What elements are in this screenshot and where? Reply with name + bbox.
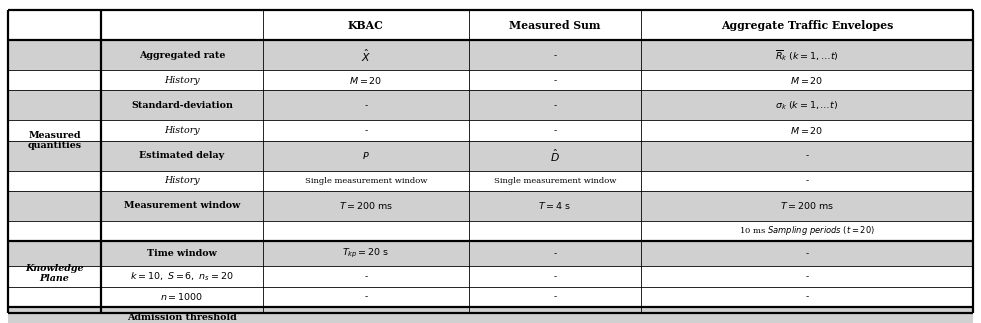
Bar — [8, 191, 973, 221]
Bar — [8, 241, 973, 266]
Bar — [8, 307, 973, 323]
Text: -: - — [553, 126, 556, 135]
Text: Standard-deviation: Standard-deviation — [131, 101, 232, 110]
Bar — [8, 141, 973, 171]
Bar — [8, 70, 973, 90]
Text: History: History — [164, 76, 200, 85]
Text: $\hat{D}$: $\hat{D}$ — [549, 147, 560, 164]
Text: Knowledge
Plane: Knowledge Plane — [26, 264, 83, 283]
Text: Estimated delay: Estimated delay — [139, 151, 225, 160]
Text: Measured Sum: Measured Sum — [509, 19, 600, 31]
Text: 10 ms $\mathit{Sampling\ periods}\ (t=20)$: 10 ms $\mathit{Sampling\ periods}\ (t=20… — [739, 224, 875, 237]
Text: History: History — [164, 126, 200, 135]
Text: Aggregate Traffic Envelopes: Aggregate Traffic Envelopes — [721, 19, 893, 31]
Text: History: History — [164, 176, 200, 185]
Text: $\overline{R}_k\ (k=1,\ldots t)$: $\overline{R}_k\ (k=1,\ldots t)$ — [775, 48, 839, 63]
Bar — [8, 120, 973, 141]
Text: -: - — [553, 101, 556, 110]
Text: -: - — [805, 249, 808, 258]
Text: -: - — [553, 272, 556, 281]
Text: -: - — [553, 249, 556, 258]
Text: -: - — [553, 51, 556, 60]
Bar — [8, 287, 973, 307]
Bar — [8, 266, 973, 287]
Text: Time window: Time window — [147, 249, 217, 258]
Text: -: - — [805, 272, 808, 281]
Text: $M = 20$: $M = 20$ — [791, 75, 823, 86]
Text: -: - — [805, 292, 808, 301]
Text: Measurement window: Measurement window — [124, 201, 240, 210]
Bar — [8, 221, 973, 241]
Text: -: - — [364, 101, 368, 110]
Text: KBAC: KBAC — [348, 19, 384, 31]
Text: $T = 200\ \mathrm{ms}$: $T = 200\ \mathrm{ms}$ — [338, 200, 393, 211]
Text: $n = 1000$: $n = 1000$ — [160, 291, 204, 302]
Text: $M = 20$: $M = 20$ — [349, 75, 383, 86]
Text: -: - — [805, 176, 808, 185]
Text: $T = 200\ \mathrm{ms}$: $T = 200\ \mathrm{ms}$ — [780, 200, 834, 211]
Text: $\sigma_k\ (k=1,\ldots t)$: $\sigma_k\ (k=1,\ldots t)$ — [775, 99, 839, 112]
Text: $M = 20$: $M = 20$ — [791, 125, 823, 136]
Text: -: - — [553, 76, 556, 85]
Text: -: - — [805, 151, 808, 160]
Text: Admission threshold: Admission threshold — [128, 313, 236, 321]
Text: $T = 4\ \mathrm{s}$: $T = 4\ \mathrm{s}$ — [539, 200, 571, 211]
Text: -: - — [364, 272, 368, 281]
Bar — [8, 40, 973, 70]
Text: -: - — [364, 126, 368, 135]
Text: -: - — [364, 292, 368, 301]
Text: Aggregated rate: Aggregated rate — [138, 51, 226, 60]
Text: -: - — [553, 292, 556, 301]
Text: Single measurement window: Single measurement window — [305, 177, 427, 184]
Bar — [8, 90, 973, 120]
Text: Measured
quantities: Measured quantities — [27, 131, 81, 150]
Bar — [8, 171, 973, 191]
Text: $P$: $P$ — [362, 150, 370, 161]
Text: $k = 10,\ S = 6,\ n_s = 20$: $k = 10,\ S = 6,\ n_s = 20$ — [130, 270, 233, 283]
Bar — [8, 10, 973, 40]
Text: $\hat{X}$: $\hat{X}$ — [361, 47, 371, 64]
Text: $T_{kp} = 20\ \mathrm{s}$: $T_{kp} = 20\ \mathrm{s}$ — [342, 247, 389, 260]
Text: Single measurement window: Single measurement window — [493, 177, 616, 184]
